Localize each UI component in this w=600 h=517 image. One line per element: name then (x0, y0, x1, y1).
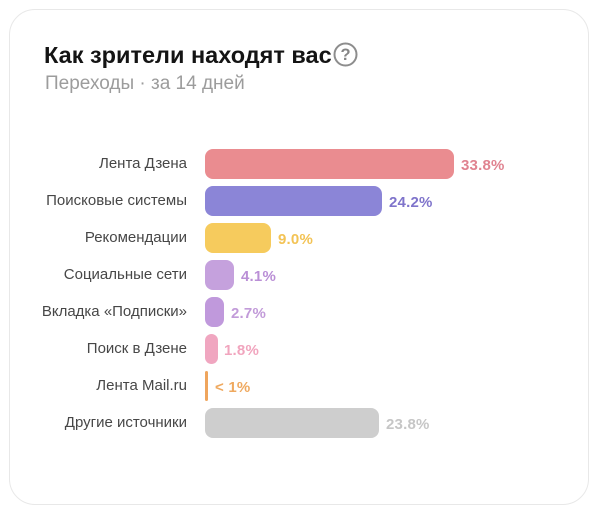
svg-text:?: ? (340, 46, 350, 64)
